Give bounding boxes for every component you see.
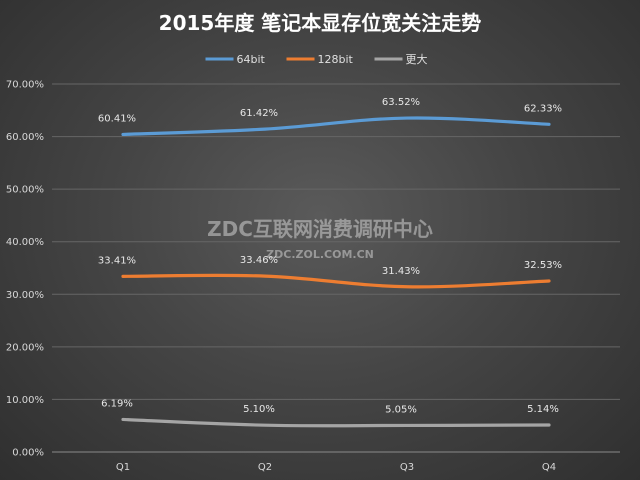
legend-item: 128bit (286, 53, 354, 66)
y-tick-label: 30.00% (6, 290, 44, 301)
data-label: 62.33% (524, 103, 562, 114)
y-axis: 0.00% 10.00% 20.00% 30.00% 40.00% 50.00% 60.00… (6, 80, 44, 459)
data-label: 5.14% (527, 404, 559, 415)
data-label: 31.43% (382, 266, 420, 277)
x-tick-label: Q1 (116, 462, 130, 473)
y-tick-label: 40.00% (6, 237, 44, 248)
data-label: 61.42% (240, 108, 278, 119)
data-label: 6.19% (101, 398, 133, 409)
y-tick-label: 70.00% (6, 80, 44, 91)
legend: 64bit 128bit 更大 (205, 52, 428, 66)
data-label: 63.52% (382, 97, 420, 108)
chart-title: 2015年度 笔记本显存位宽关注走势 (159, 11, 482, 35)
series-group (121, 116, 551, 428)
series-line-64bit (121, 116, 551, 137)
watermark-url: ZDC.ZOL.COM.CN (266, 248, 374, 261)
data-label: 32.53% (524, 260, 562, 271)
y-tick-label: 20.00% (6, 342, 44, 353)
data-label: 5.10% (243, 404, 275, 415)
legend-item: 更大 (374, 52, 428, 66)
data-labels: 60.41% 61.42% 63.52% 62.33% 33.41% 33.46% 31.4… (98, 97, 562, 415)
y-tick-label: 10.00% (6, 395, 44, 406)
data-label: 33.41% (98, 255, 136, 266)
x-tick-label: Q3 (400, 462, 414, 473)
watermark-title: ZDC互联网消费调研中心 (207, 217, 433, 241)
x-tick-label: Q4 (542, 462, 556, 473)
series-line-更大 (121, 417, 551, 428)
x-tick-label: Q2 (258, 462, 272, 473)
y-tick-label: 50.00% (6, 185, 44, 196)
legend-label: 64bit (237, 53, 266, 66)
y-tick-label: 0.00% (12, 448, 44, 459)
data-label: 5.05% (385, 404, 417, 415)
y-tick-label: 60.00% (6, 132, 44, 143)
legend-item: 64bit (205, 53, 266, 66)
watermark: ZDC互联网消费调研中心 ZDC.ZOL.COM.CN (207, 217, 433, 261)
data-label: 33.46% (240, 255, 278, 266)
data-label: 60.41% (98, 113, 136, 124)
gridlines (52, 83, 620, 453)
series-line-128bit (121, 273, 551, 289)
legend-label: 更大 (406, 52, 428, 66)
x-axis: Q1 Q2 Q3 Q4 (116, 462, 556, 473)
legend-label: 128bit (318, 53, 354, 66)
